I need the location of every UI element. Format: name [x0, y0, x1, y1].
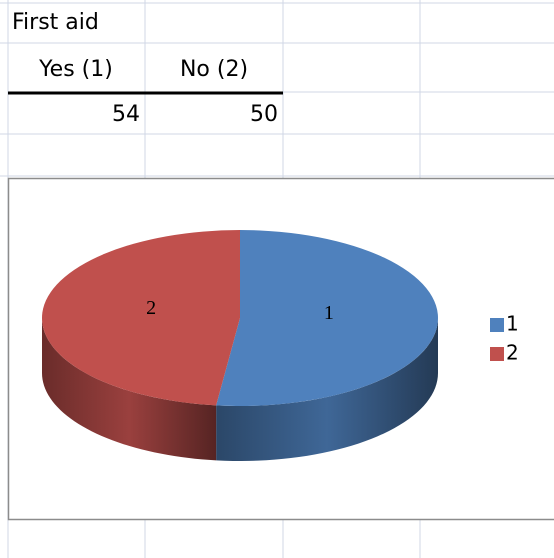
- slice-label: 2: [146, 297, 156, 319]
- table-cell: 54: [112, 102, 140, 127]
- legend-swatch: [490, 347, 504, 361]
- column-header: Yes (1): [38, 57, 113, 82]
- legend-label: 1: [506, 312, 519, 336]
- table-cell: 50: [250, 102, 278, 127]
- slice: [42, 230, 240, 406]
- slice-side: [42, 318, 217, 461]
- legend-swatch: [490, 318, 504, 332]
- slice: [216, 230, 439, 406]
- column-header: No (2): [180, 57, 248, 82]
- legend-label: 2: [506, 341, 519, 365]
- slice-label: 1: [324, 302, 334, 324]
- table-title: First aid: [12, 10, 99, 35]
- pie-chart: 1 2 1 2: [42, 230, 519, 461]
- slice-side: [216, 318, 438, 461]
